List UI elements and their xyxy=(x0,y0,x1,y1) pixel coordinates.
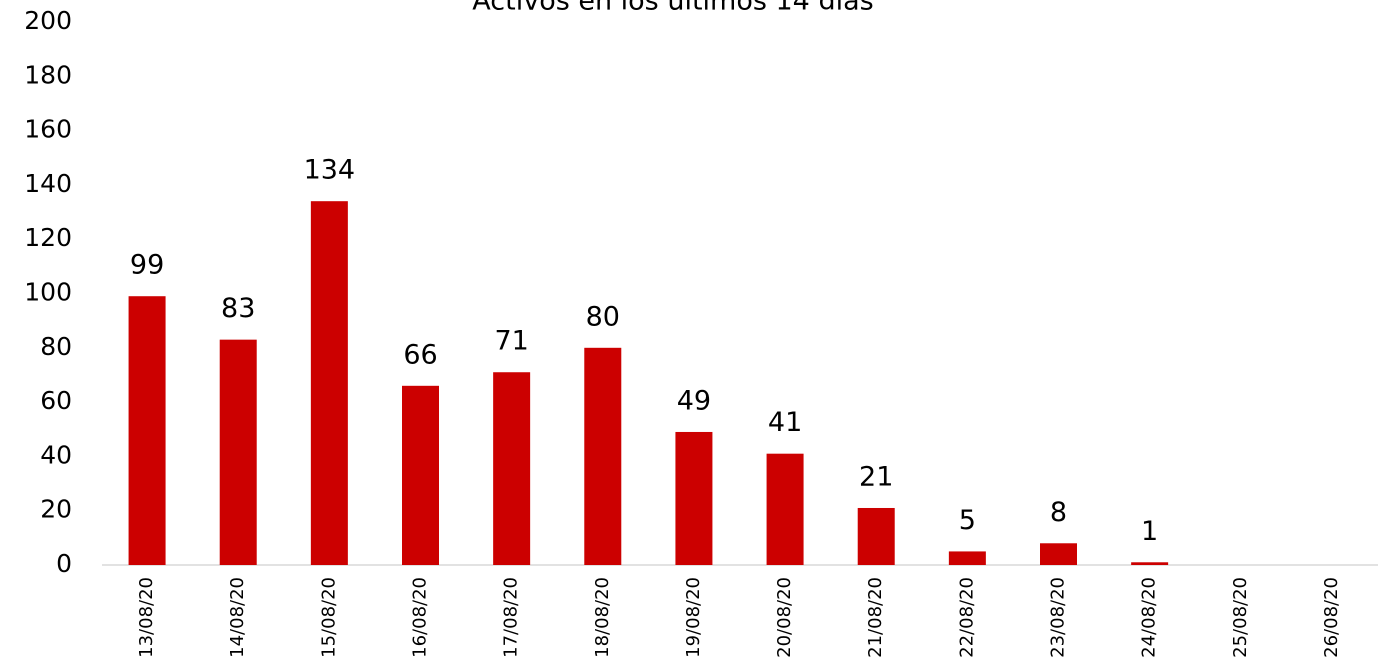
y-tick-label: 40 xyxy=(40,440,72,469)
data-label: 21 xyxy=(859,461,893,492)
bar xyxy=(402,385,439,565)
x-tick-label: 23/08/20 xyxy=(1048,577,1069,658)
data-label: 66 xyxy=(403,339,437,370)
y-tick-label: 60 xyxy=(40,386,72,415)
y-tick-label: 120 xyxy=(24,223,72,252)
data-label: 1 xyxy=(1141,516,1158,547)
bar xyxy=(1040,543,1077,565)
data-label: 41 xyxy=(768,407,802,438)
x-tick-label: 21/08/20 xyxy=(865,577,886,658)
data-label: 80 xyxy=(586,301,620,332)
bar xyxy=(857,507,895,565)
y-tick-label: 0 xyxy=(56,549,72,578)
y-tick-label: 180 xyxy=(24,60,72,89)
bar xyxy=(1131,562,1169,565)
x-tick-label: 24/08/20 xyxy=(1139,577,1160,658)
y-tick-label: 160 xyxy=(24,115,72,144)
chart-title: Activos en los últimos 14 días xyxy=(472,0,873,17)
bar xyxy=(948,551,986,565)
bar xyxy=(766,453,804,565)
data-label: 99 xyxy=(130,250,164,281)
y-tick-label: 100 xyxy=(24,278,72,307)
y-tick-label: 140 xyxy=(24,169,72,198)
x-tick-label: 15/08/20 xyxy=(318,577,339,658)
data-label: 83 xyxy=(221,293,255,324)
bar xyxy=(675,431,713,565)
data-label: 71 xyxy=(494,326,528,357)
bar xyxy=(128,296,166,565)
x-tick-label: 18/08/20 xyxy=(592,577,613,658)
x-tick-label: 22/08/20 xyxy=(956,577,977,658)
x-tick-label: 19/08/20 xyxy=(683,577,704,658)
x-tick-label: 17/08/20 xyxy=(501,577,522,658)
data-label: 8 xyxy=(1050,497,1067,528)
x-tick-label: 16/08/20 xyxy=(410,577,431,658)
x-tick-label: 13/08/20 xyxy=(136,577,157,658)
bar xyxy=(310,201,348,565)
bar xyxy=(493,372,531,565)
x-tick-label: 20/08/20 xyxy=(774,577,795,658)
y-tick-label: 200 xyxy=(24,6,72,35)
data-label: 5 xyxy=(959,505,976,536)
bar xyxy=(584,347,622,565)
bar xyxy=(219,339,257,565)
y-tick-label: 20 xyxy=(40,495,72,524)
x-tick-label: 14/08/20 xyxy=(227,577,248,658)
x-tick-label: 26/08/20 xyxy=(1321,577,1342,658)
data-label: 49 xyxy=(677,385,711,416)
y-tick-label: 80 xyxy=(40,332,72,361)
x-tick-label: 25/08/20 xyxy=(1230,577,1251,658)
data-label: 134 xyxy=(304,155,356,186)
